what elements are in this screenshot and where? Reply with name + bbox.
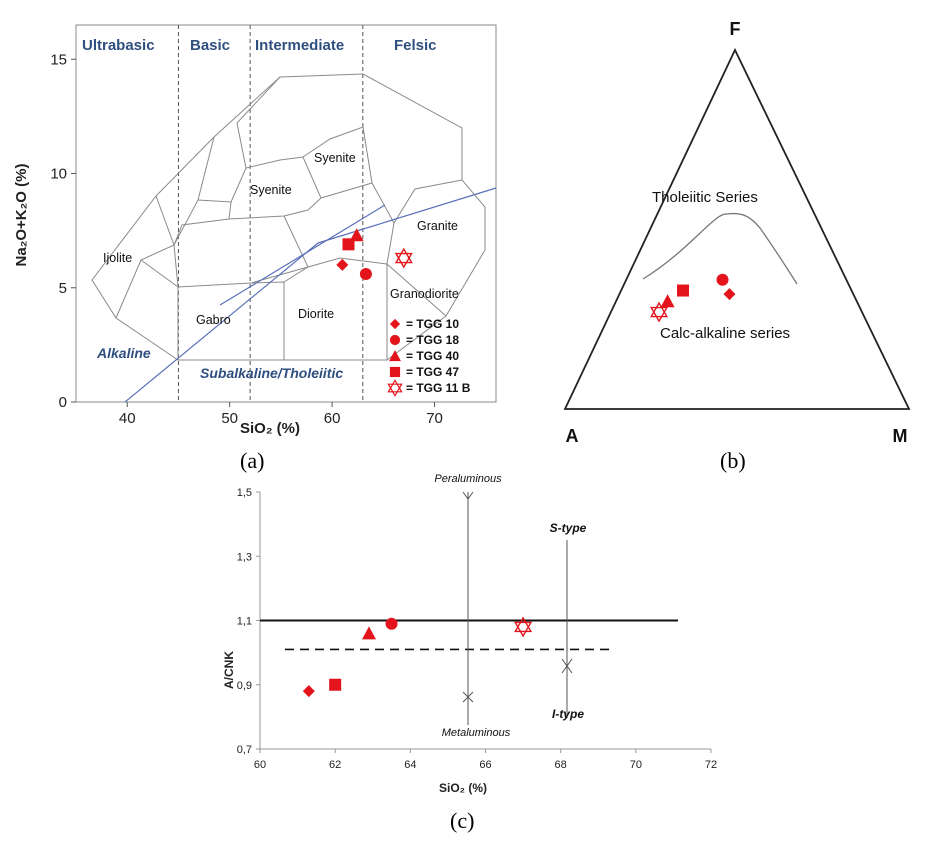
subalkaline-label: Subalkaline/Tholeiitic: [200, 365, 343, 381]
legend-label: = TGG 11 B: [406, 381, 471, 395]
field-label: Ijolite: [103, 251, 132, 265]
afm-data-points: [650, 273, 736, 322]
acnk-y-tick-label: 0,7: [237, 744, 252, 756]
acnk-x-axis-label: SiO₂ (%): [439, 781, 487, 795]
tas-point-diamond: [336, 258, 349, 271]
tas-y-axis-label: Na₂O+K₂O (%): [13, 164, 30, 267]
legend-marker-circle: [389, 334, 401, 346]
acnk-x-tick-label: 64: [404, 759, 416, 771]
afm-point-square: [677, 284, 690, 297]
zone-label: Intermediate: [255, 37, 344, 54]
field-label: Gabro: [196, 313, 231, 327]
tholeiitic-calcalkaline-boundary: [642, 212, 798, 285]
acnk-x-tick-label: 60: [254, 759, 266, 771]
acnk-point-triangle: [361, 626, 376, 640]
acnk-y-tick-label: 0,9: [237, 680, 252, 692]
legend-marker-star: [387, 379, 403, 397]
caption-c: (c): [450, 808, 474, 833]
afm-point-diamond: [723, 288, 736, 301]
legend-marker-diamond: [389, 318, 401, 330]
tas-x-tick-label: 40: [119, 410, 136, 427]
acnk-x-tick-label: 62: [329, 759, 341, 771]
acnk-x-tick-label: 66: [479, 759, 491, 771]
metaluminous-cross: [462, 691, 474, 703]
alkaline-subalkaline-line-lower: [124, 242, 319, 403]
afm-point-circle: [716, 273, 729, 286]
vertex-f-label: F: [730, 19, 741, 39]
tas-y-tick-label: 15: [50, 51, 67, 68]
metaluminous-label: Metaluminous: [442, 727, 511, 739]
acnk-y-axis-label: A/CNK: [222, 651, 236, 689]
tholeiitic-boundary-line: [219, 204, 386, 306]
tas-x-tick-label: 60: [324, 410, 341, 427]
acnk-y-tick-label: 1,1: [237, 616, 252, 628]
field-label: Granite: [417, 219, 458, 233]
tas-point-square: [342, 238, 355, 251]
legend-label: = TGG 40: [406, 349, 459, 363]
field-label: Syenite: [250, 183, 292, 197]
i-type-arrow: [561, 665, 573, 674]
field-label: Syenite: [314, 151, 356, 165]
caption-b: (b): [720, 448, 746, 473]
peraluminous-label: Peraluminous: [434, 473, 502, 485]
acnk-diagram: 60 62 64 66 68 70 72 0,7 0,9 1,1 1,3 1,5 Peralumino…: [222, 473, 717, 833]
acnk-point-diamond: [302, 685, 315, 698]
zone-label: Basic: [190, 37, 230, 54]
tas-y-tick-label: 0: [59, 394, 67, 411]
tas-field-boundaries: [91, 73, 486, 361]
legend-label: = TGG 47: [406, 365, 459, 379]
acnk-point-square: [329, 678, 342, 691]
legend-marker-triangle: [389, 350, 401, 362]
caption-a: (a): [240, 448, 264, 473]
acnk-data-points: [302, 617, 532, 698]
vertex-m-label: M: [893, 426, 908, 446]
afm-triangle: [563, 47, 911, 410]
acnk-x-tick-label: 72: [705, 759, 717, 771]
s-type-label: S-type: [550, 521, 587, 535]
zone-label: Ultrabasic: [82, 37, 155, 54]
alkaline-label: Alkaline: [96, 345, 151, 361]
tas-x-axis-label: SiO₂ (%): [240, 420, 300, 437]
acnk-point-circle: [385, 617, 398, 630]
legend-marker-square: [389, 366, 401, 378]
acnk-x-tick-label: 70: [630, 759, 642, 771]
tas-y-tick-label: 10: [50, 166, 67, 183]
legend-label: = TGG 10: [406, 317, 459, 331]
tas-diagram: 40 50 60 70 0 5 10 15 Ultrabasic Basic Intermedia…: [13, 24, 497, 473]
i-type-label: I-type: [552, 707, 584, 721]
acnk-y-tick-label: 1,5: [237, 487, 252, 499]
tas-data-points: [336, 228, 413, 281]
peraluminous-arrow: [462, 491, 474, 500]
tas-plot-frame: [75, 24, 497, 403]
tas-point-star: [395, 248, 413, 268]
field-label: Diorite: [298, 307, 334, 321]
acnk-x-tick-label: 68: [555, 759, 567, 771]
acnk-y-tick-label: 1,3: [237, 551, 252, 563]
vertex-a-label: A: [566, 426, 579, 446]
tas-x-tick-label: 70: [426, 410, 443, 427]
afm-ternary-diagram: F A M Tholeiitic Series Calc-alkaline se…: [563, 19, 911, 473]
legend-label: = TGG 18: [406, 333, 459, 347]
field-label: Granodiorite: [390, 287, 459, 301]
tholeiitic-series-label: Tholeiitic Series: [652, 189, 758, 206]
afm-point-triangle: [660, 294, 675, 308]
zone-label: Felsic: [394, 37, 437, 54]
tas-point-circle: [359, 268, 372, 281]
tas-legend: = TGG 10 = TGG 18 = TGG 40 = TGG 47 = TGG 11…: [387, 317, 471, 397]
alkaline-subalkaline-line-upper: [317, 187, 497, 244]
calc-alkaline-series-label: Calc-alkaline series: [660, 325, 790, 342]
tas-x-tick-label: 50: [221, 410, 238, 427]
tas-y-tick-label: 5: [59, 280, 67, 297]
